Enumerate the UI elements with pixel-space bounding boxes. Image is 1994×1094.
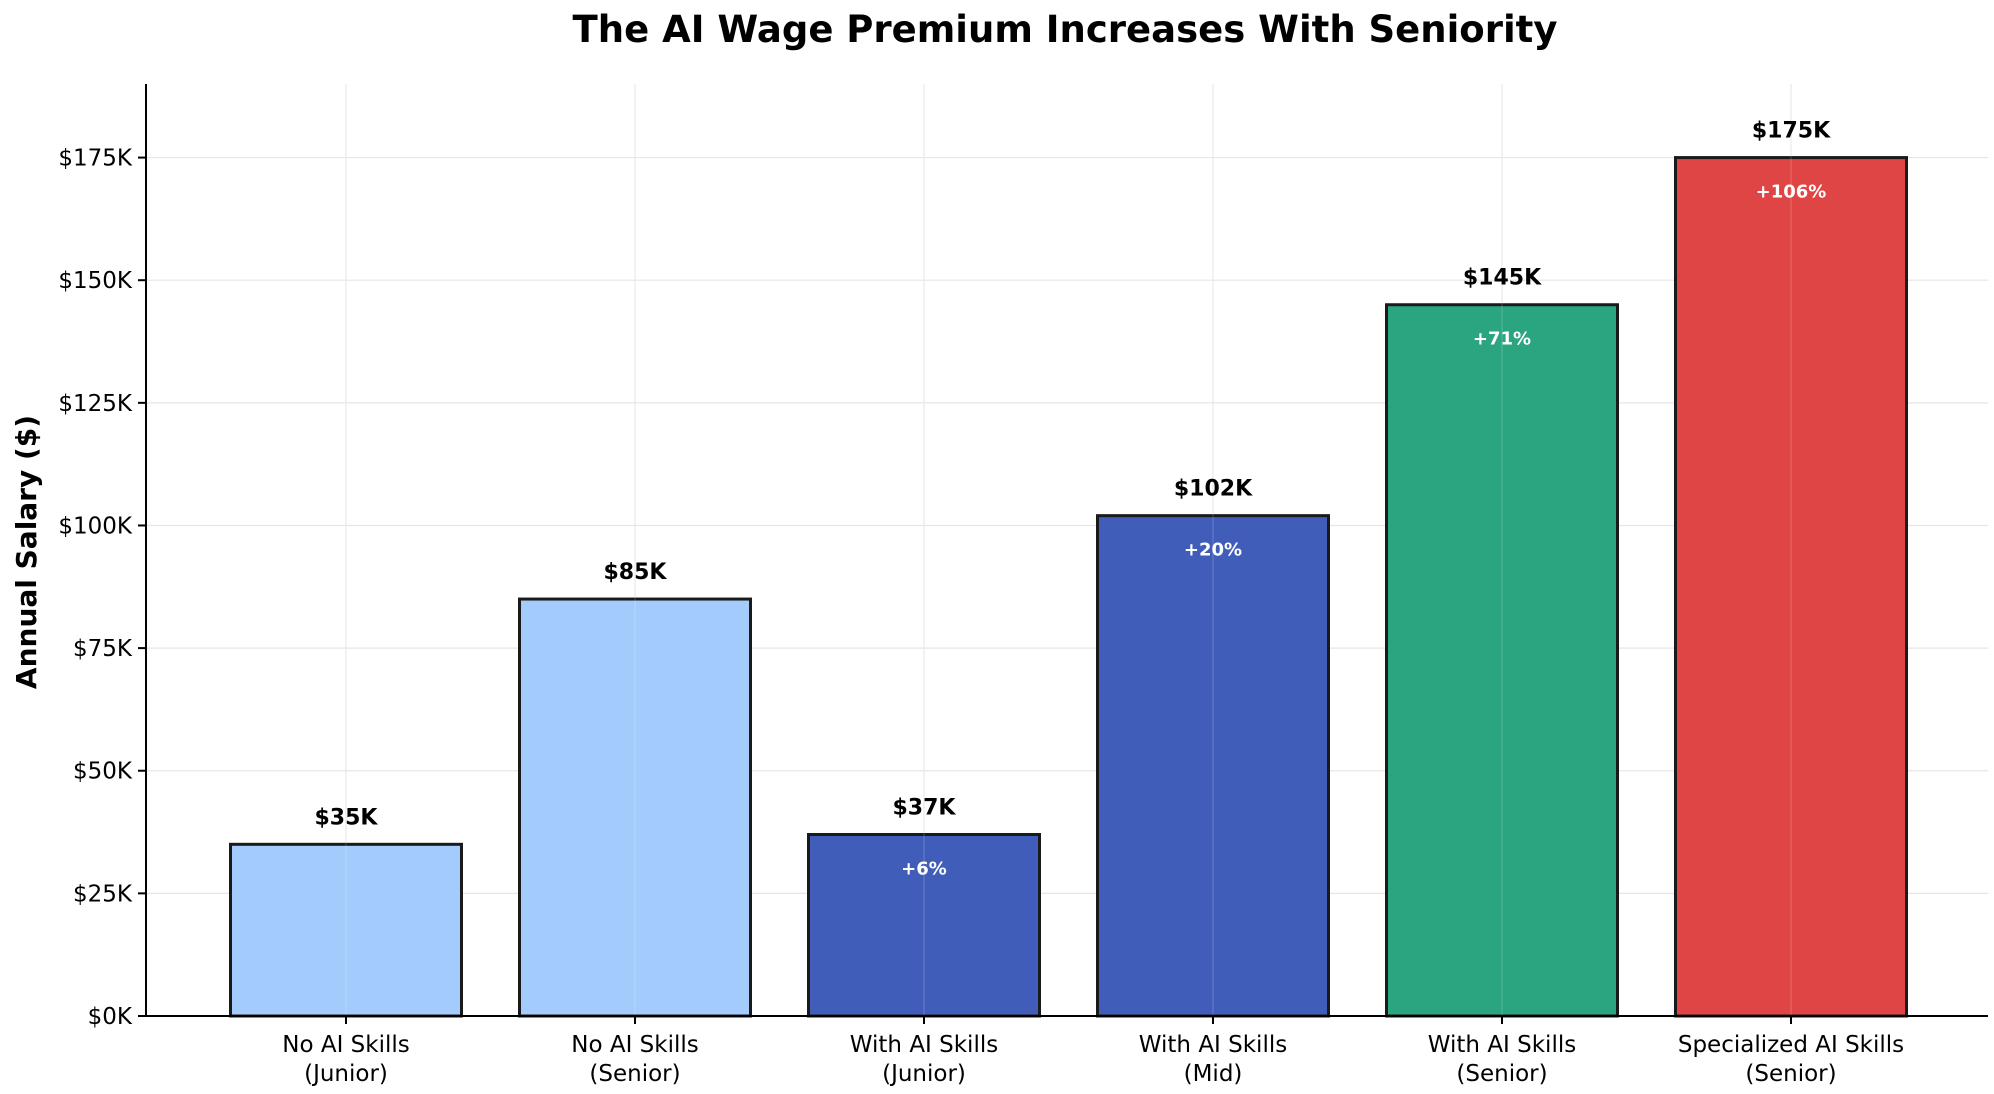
x-tick-label: With AI Skills (Junior) — [850, 1032, 998, 1087]
data-labels: $35K $85K $37K +6% $102K +20% $145K +71% $175K +1… — [315, 119, 1832, 880]
axes: $0K $25K $50K $75K $100K $125K $150K $175K No AI… — [58, 84, 1988, 1087]
bar — [1385, 303, 1619, 1018]
premium-label: +106% — [1756, 182, 1827, 203]
premium-label: +6% — [901, 859, 947, 880]
y-tick-label: $50K — [73, 759, 133, 785]
x-tick-label: With AI Skills (Mid) — [1139, 1032, 1287, 1087]
value-label: $175K — [1752, 119, 1831, 144]
value-label: $35K — [315, 805, 379, 830]
y-tick-label: $0K — [88, 1004, 133, 1030]
bar — [229, 842, 463, 1018]
value-label: $85K — [604, 560, 668, 585]
value-label: $145K — [1463, 266, 1542, 291]
y-tick-label: $175K — [58, 146, 133, 172]
x-tick-label: No AI Skills (Senior) — [571, 1032, 699, 1087]
y-tick-label: $25K — [73, 881, 133, 907]
premium-label: +71% — [1473, 329, 1531, 350]
value-label: $37K — [893, 796, 957, 821]
y-tick-label: $150K — [58, 268, 133, 294]
y-tick-label: $100K — [58, 513, 133, 539]
value-label: $102K — [1174, 477, 1253, 502]
x-tick-label: No AI Skills (Junior) — [282, 1032, 410, 1087]
chart-title: The AI Wage Premium Increases With Senio… — [573, 8, 1558, 51]
y-tick-label: $125K — [58, 391, 133, 417]
bars — [229, 84, 1908, 1018]
bar — [807, 833, 1041, 1018]
x-tick-label: With AI Skills (Senior) — [1428, 1032, 1576, 1087]
y-axis-label: Annual Salary ($) — [10, 415, 43, 689]
x-tick-label: Specialized AI Skills (Senior) — [1678, 1032, 1904, 1087]
premium-label: +20% — [1184, 540, 1242, 561]
bar — [518, 597, 752, 1018]
y-tick-label: $75K — [73, 636, 133, 662]
